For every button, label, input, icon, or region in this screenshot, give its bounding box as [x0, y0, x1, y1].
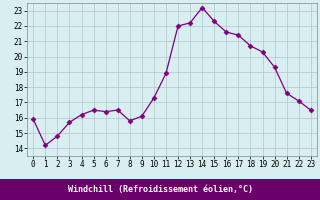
- Text: Windchill (Refroidissement éolien,°C): Windchill (Refroidissement éolien,°C): [68, 185, 252, 194]
